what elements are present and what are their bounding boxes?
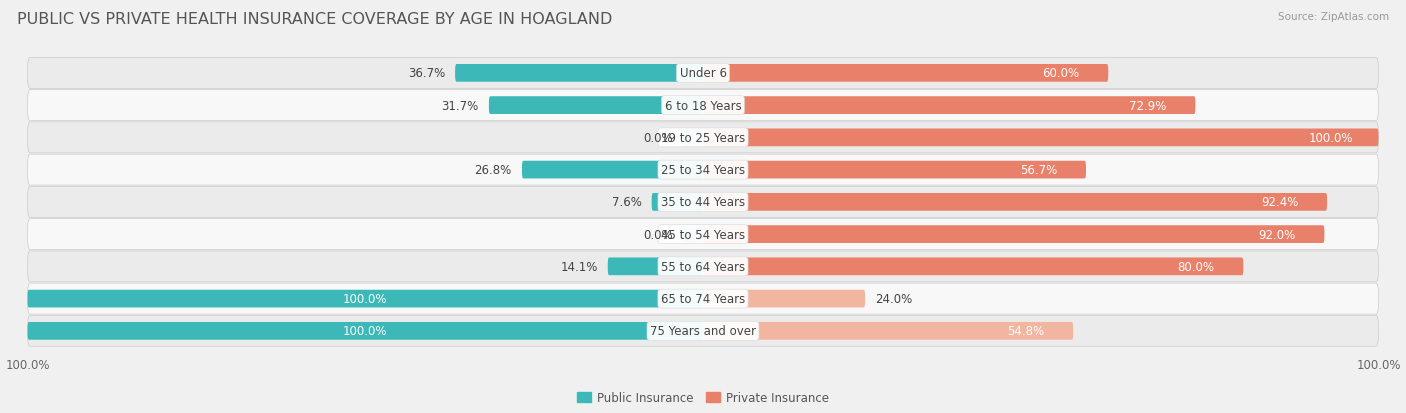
FancyBboxPatch shape [28,322,703,340]
FancyBboxPatch shape [683,129,703,147]
FancyBboxPatch shape [28,283,1378,314]
FancyBboxPatch shape [28,58,1378,89]
Text: 80.0%: 80.0% [1178,260,1215,273]
FancyBboxPatch shape [703,225,1324,243]
Text: 100.0%: 100.0% [1309,132,1354,145]
Text: Under 6: Under 6 [679,67,727,80]
FancyBboxPatch shape [28,187,1378,218]
Text: 92.4%: 92.4% [1261,196,1299,209]
Text: 31.7%: 31.7% [441,100,479,112]
Text: 25 to 34 Years: 25 to 34 Years [661,164,745,177]
FancyBboxPatch shape [28,123,1378,154]
Text: 24.0%: 24.0% [875,292,912,305]
Text: 6 to 18 Years: 6 to 18 Years [665,100,741,112]
FancyBboxPatch shape [28,219,1378,250]
FancyBboxPatch shape [703,161,1085,179]
Legend: Public Insurance, Private Insurance: Public Insurance, Private Insurance [578,392,828,404]
Text: 7.6%: 7.6% [612,196,641,209]
FancyBboxPatch shape [703,290,865,308]
Text: 75 Years and over: 75 Years and over [650,325,756,337]
FancyBboxPatch shape [522,161,703,179]
Text: 54.8%: 54.8% [1007,325,1045,337]
Text: Source: ZipAtlas.com: Source: ZipAtlas.com [1278,12,1389,22]
FancyBboxPatch shape [703,97,1195,115]
FancyBboxPatch shape [28,90,1378,121]
Text: 100.0%: 100.0% [343,325,388,337]
FancyBboxPatch shape [28,290,703,308]
Text: PUBLIC VS PRIVATE HEALTH INSURANCE COVERAGE BY AGE IN HOAGLAND: PUBLIC VS PRIVATE HEALTH INSURANCE COVER… [17,12,612,27]
Text: 19 to 25 Years: 19 to 25 Years [661,132,745,145]
FancyBboxPatch shape [607,258,703,275]
FancyBboxPatch shape [28,155,1378,185]
Text: 26.8%: 26.8% [475,164,512,177]
Text: 56.7%: 56.7% [1021,164,1057,177]
Text: 0.0%: 0.0% [643,132,672,145]
FancyBboxPatch shape [683,225,703,243]
FancyBboxPatch shape [703,322,1073,340]
Text: 100.0%: 100.0% [343,292,388,305]
Text: 45 to 54 Years: 45 to 54 Years [661,228,745,241]
Text: 35 to 44 Years: 35 to 44 Years [661,196,745,209]
FancyBboxPatch shape [28,316,1378,347]
FancyBboxPatch shape [456,65,703,83]
Text: 36.7%: 36.7% [408,67,444,80]
Text: 60.0%: 60.0% [1042,67,1080,80]
Text: 65 to 74 Years: 65 to 74 Years [661,292,745,305]
FancyBboxPatch shape [703,194,1327,211]
FancyBboxPatch shape [703,258,1243,275]
Text: 72.9%: 72.9% [1129,100,1167,112]
FancyBboxPatch shape [703,65,1108,83]
Text: 55 to 64 Years: 55 to 64 Years [661,260,745,273]
Text: 0.0%: 0.0% [643,228,672,241]
FancyBboxPatch shape [28,251,1378,282]
Text: 92.0%: 92.0% [1258,228,1296,241]
FancyBboxPatch shape [651,194,703,211]
Text: 14.1%: 14.1% [560,260,598,273]
FancyBboxPatch shape [703,129,1378,147]
FancyBboxPatch shape [489,97,703,115]
